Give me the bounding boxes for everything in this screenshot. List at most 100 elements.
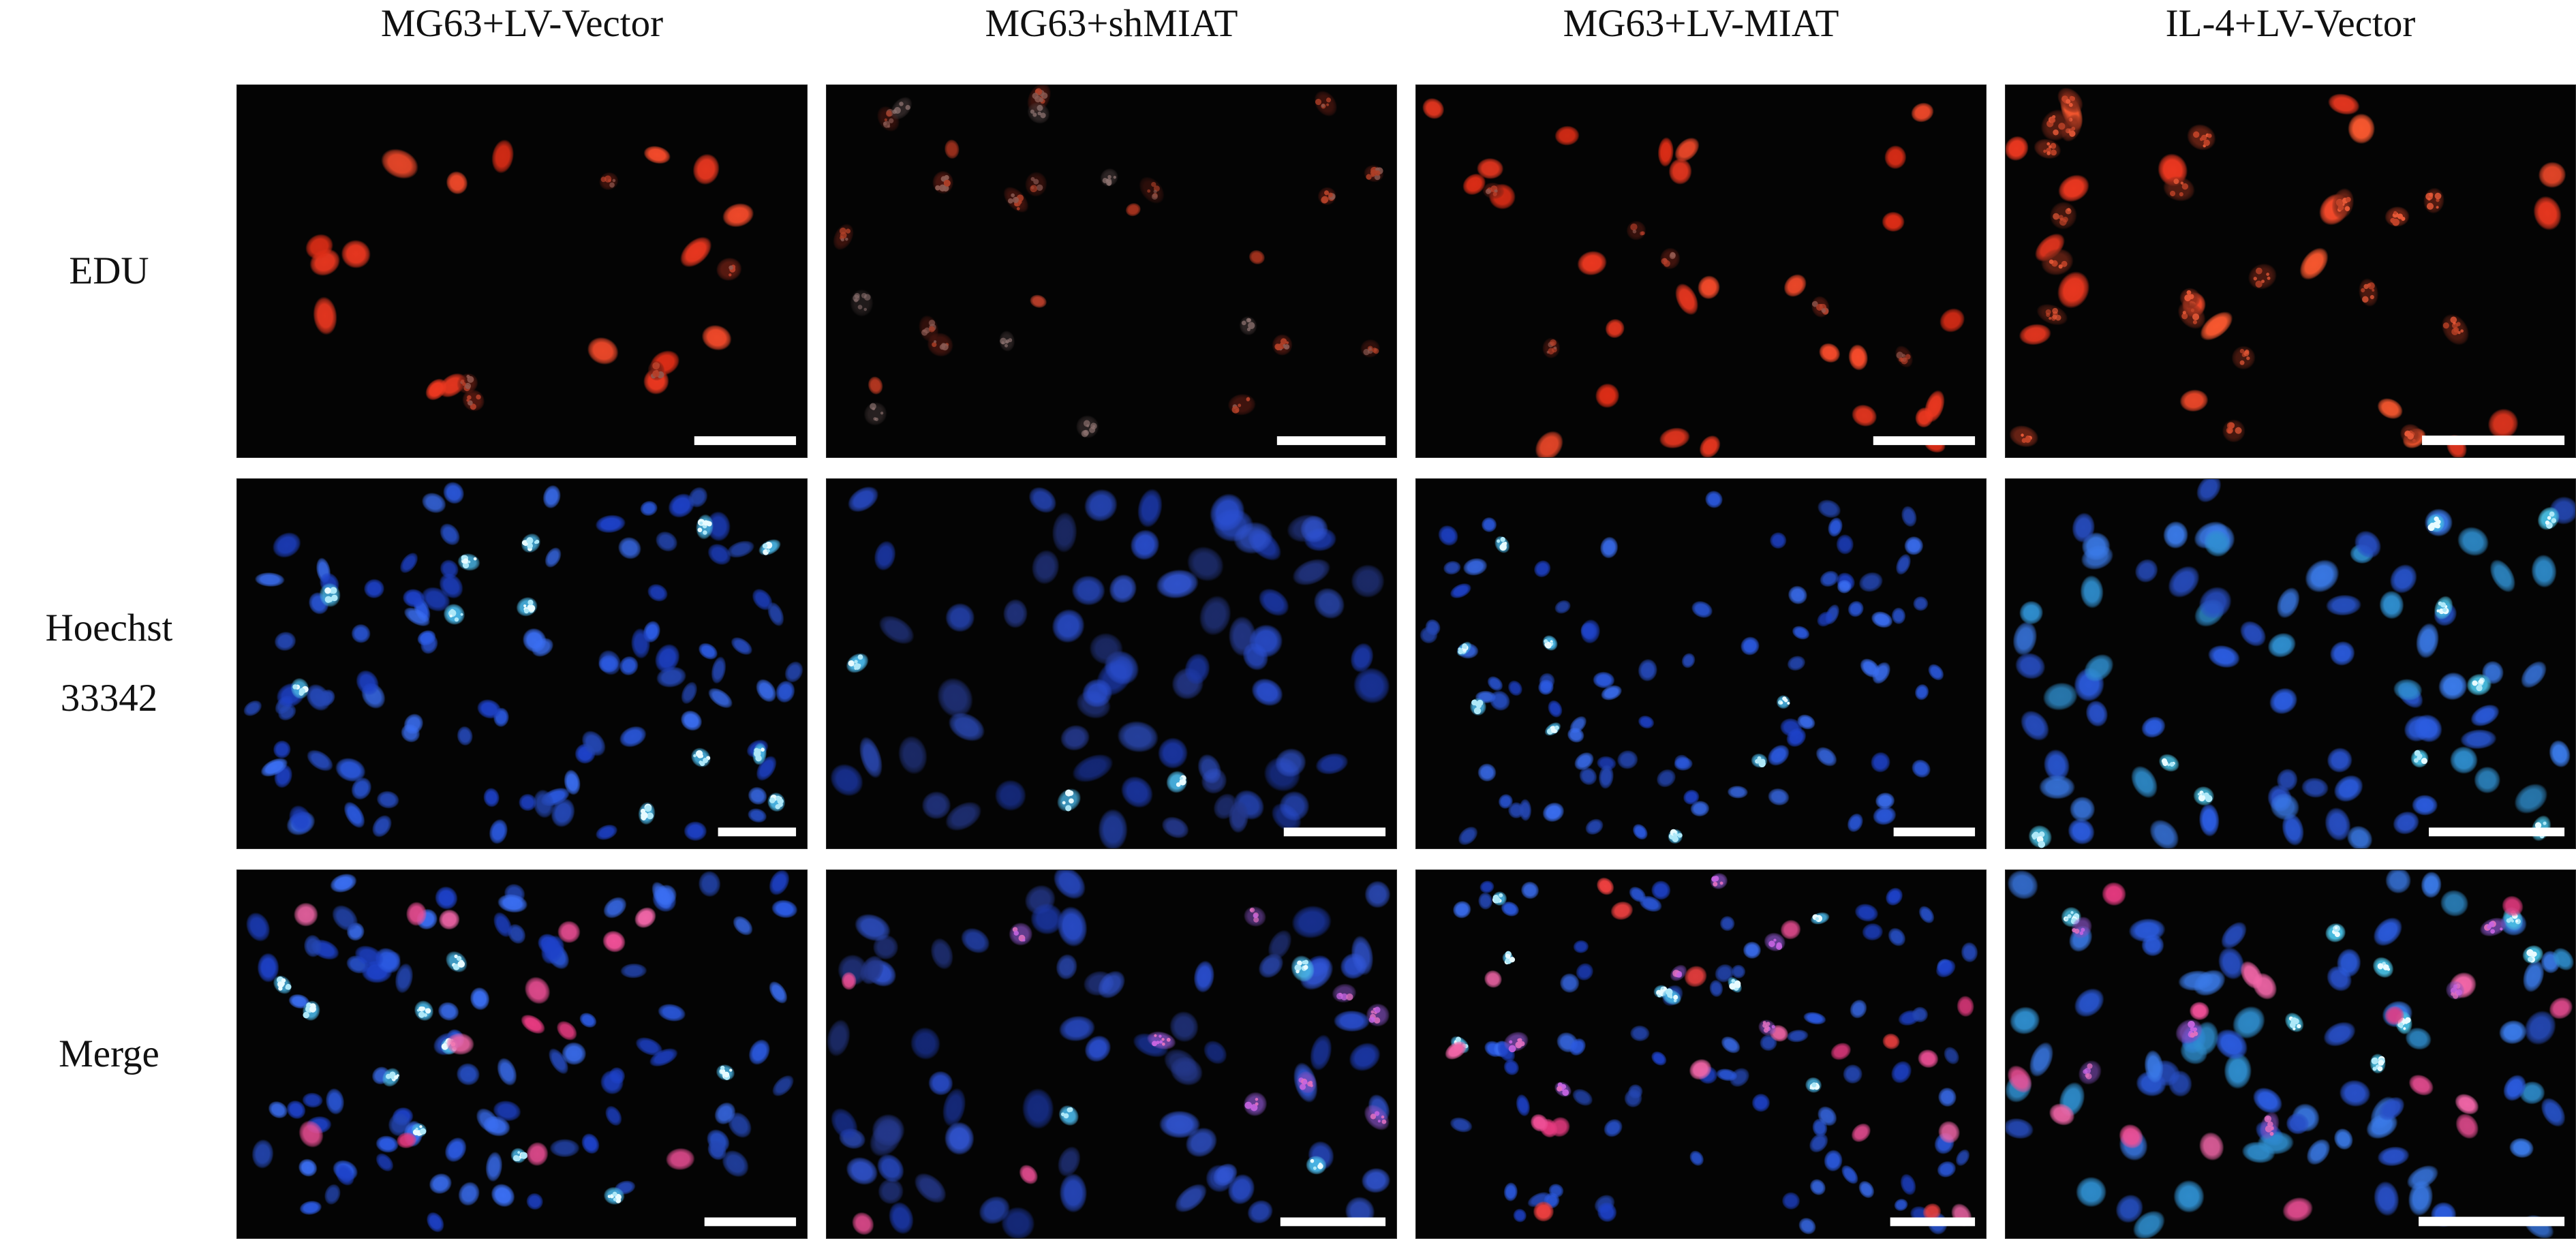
- cell-nucleus: [1882, 211, 1905, 232]
- cell-nucleus: [2134, 559, 2158, 583]
- cell-nucleus: [595, 514, 626, 534]
- cell-nucleus: [619, 726, 647, 748]
- cell-nucleus: [706, 511, 731, 542]
- cell-nucleus: [2531, 554, 2557, 588]
- cell-nucleus: [684, 821, 707, 842]
- cells-layer: [305, 139, 754, 412]
- column-header-mg63-lv-vector: MG63+LV-Vector: [380, 2, 664, 45]
- row-label-merge-text: Merge: [59, 1032, 159, 1075]
- cell-nucleus: [2474, 766, 2501, 794]
- cell-nucleus: [439, 573, 463, 599]
- cell-nucleus: [1537, 679, 1554, 696]
- cell-nucleus: [748, 1039, 771, 1065]
- cell-nucleus: [1675, 283, 1699, 316]
- cell-nucleus: [1709, 979, 1723, 998]
- cell-nucleus: [1056, 788, 1082, 812]
- micrograph-image: [2006, 85, 2575, 457]
- cell-nucleus: [2259, 1111, 2280, 1140]
- cell-nucleus: [396, 1132, 417, 1149]
- cell-nucleus: [1914, 683, 1929, 701]
- cell-nucleus: [1871, 611, 1893, 628]
- cells-layer: [827, 870, 1391, 1238]
- cell-nucleus: [2144, 1049, 2164, 1083]
- cell-nucleus: [1481, 517, 1497, 533]
- cell-nucleus: [417, 630, 436, 646]
- cell-nucleus: [1487, 676, 1503, 692]
- cell-nucleus: [617, 536, 642, 559]
- cell-nucleus: [1489, 690, 1511, 711]
- cell-nucleus: [446, 171, 468, 195]
- cell-nucleus: [2057, 271, 2090, 309]
- cell-nucleus: [1743, 941, 1762, 959]
- cell-nucleus: [2189, 1001, 2210, 1021]
- cell-nucleus: [1031, 549, 1060, 585]
- cell-nucleus: [2522, 944, 2544, 964]
- cell-nucleus: [2178, 970, 2214, 992]
- cell-nucleus: [2521, 660, 2547, 688]
- cell-nucleus: [722, 203, 754, 228]
- cell-nucleus: [2006, 1118, 2034, 1139]
- cell-nucleus: [440, 523, 461, 546]
- cell-nucleus: [1670, 964, 1687, 982]
- cell-nucleus: [298, 1158, 318, 1177]
- cell-nucleus: [1803, 1011, 1826, 1025]
- cell-nucleus: [2377, 1146, 2410, 1167]
- cell-nucleus: [1185, 1127, 1218, 1158]
- cell-nucleus: [748, 786, 767, 805]
- cell-nucleus: [1719, 915, 1735, 932]
- micrograph-image: [1416, 479, 1986, 848]
- cell-nucleus: [2549, 997, 2573, 1019]
- cell-nucleus: [1097, 970, 1126, 999]
- cell-nucleus: [2029, 1041, 2054, 1077]
- cell-nucleus: [1057, 906, 1088, 947]
- cell-nucleus: [1169, 1011, 1199, 1043]
- row-label-merge: Merge: [0, 870, 218, 1239]
- cell-nucleus: [2231, 345, 2256, 370]
- cell-nucleus: [2040, 248, 2074, 276]
- cells-layer: [1420, 490, 1944, 846]
- cell-nucleus: [1659, 247, 1681, 270]
- cell-nucleus: [1296, 1071, 1317, 1094]
- cell-nucleus: [1626, 220, 1646, 241]
- cell-nucleus: [493, 912, 512, 938]
- scale-bar: [1276, 436, 1386, 446]
- cell-nucleus: [1657, 137, 1674, 167]
- cell-nucleus: [1817, 499, 1841, 519]
- cell-nucleus: [288, 805, 312, 833]
- cell-nucleus: [435, 886, 458, 910]
- cell-nucleus: [1786, 1029, 1809, 1043]
- cell-nucleus: [2524, 1010, 2556, 1045]
- cell-nucleus: [1579, 767, 1597, 786]
- cell-nucleus: [2049, 1103, 2075, 1126]
- cell-nucleus: [1100, 168, 1118, 187]
- cell-nucleus: [1482, 182, 1505, 200]
- cell-nucleus: [493, 1100, 521, 1122]
- cell-nucleus: [1213, 793, 1238, 820]
- cell-nucleus: [1572, 1088, 1593, 1107]
- cell-nucleus: [1638, 715, 1655, 729]
- cell-nucleus: [325, 1088, 345, 1115]
- cell-nucleus: [775, 680, 795, 703]
- micrograph-merge-mg63-shmiat: [826, 870, 1397, 1239]
- cell-nucleus: [293, 902, 318, 927]
- cell-nucleus: [313, 296, 337, 335]
- cell-nucleus: [634, 907, 656, 929]
- cell-nucleus: [444, 1137, 467, 1163]
- cell-nucleus: [2009, 1006, 2040, 1035]
- cell-nucleus: [1554, 125, 1580, 146]
- cell-nucleus: [733, 915, 753, 936]
- cell-nucleus: [1484, 970, 1503, 988]
- cell-nucleus: [1422, 97, 1445, 119]
- cell-nucleus: [1894, 1198, 1908, 1212]
- cell-nucleus: [1438, 525, 1458, 547]
- cell-nucleus: [1120, 775, 1154, 808]
- cell-nucleus: [243, 700, 262, 717]
- cell-nucleus: [767, 792, 786, 812]
- cell-nucleus: [1816, 611, 1833, 627]
- cell-nucleus: [1895, 345, 1914, 368]
- cell-nucleus: [1251, 678, 1283, 707]
- cell-nucleus: [2514, 783, 2548, 814]
- cell-nucleus: [2323, 1021, 2356, 1047]
- cell-nucleus: [1052, 609, 1085, 643]
- column-header-mg63-lv-miat: MG63+LV-MIAT: [1563, 2, 1839, 45]
